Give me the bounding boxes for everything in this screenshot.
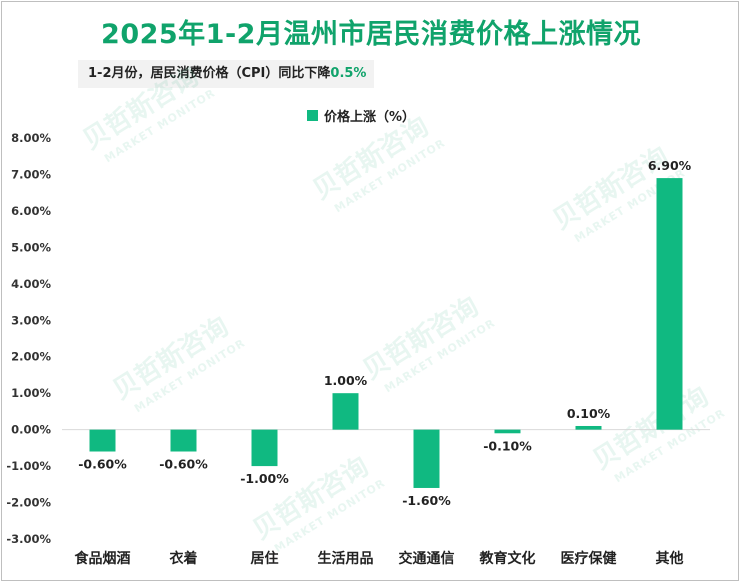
x-category-label: 食品烟酒 bbox=[75, 550, 131, 567]
legend-label: 价格上涨（%） bbox=[324, 109, 415, 125]
x-category-label: 其他 bbox=[656, 550, 684, 567]
y-tick-label: 0.00% bbox=[11, 423, 51, 437]
bar bbox=[170, 429, 197, 452]
bar bbox=[251, 429, 278, 467]
x-category-label: 衣着 bbox=[170, 550, 198, 567]
bar bbox=[656, 178, 683, 430]
x-category-label: 交通通信 bbox=[399, 550, 455, 567]
subtitle-text: 1-2月份，居民消费价格（CPI）同比下降 bbox=[88, 66, 331, 81]
bar bbox=[575, 425, 602, 430]
data-label: -0.10% bbox=[483, 438, 532, 453]
y-tick-label: 4.00% bbox=[11, 277, 51, 291]
x-category-label: 教育文化 bbox=[480, 550, 536, 567]
x-category-label: 居住 bbox=[251, 550, 279, 567]
data-label: -0.60% bbox=[159, 457, 208, 472]
data-label: -0.60% bbox=[78, 457, 127, 472]
legend-swatch bbox=[307, 110, 318, 121]
axis-layer: 8.00% 7.00% 6.00% 5.00% 4.00% 3.00% 2.00% 1.00%… bbox=[6, 131, 710, 567]
chart-subtitle: 1-2月份，居民消费价格（CPI）同比下降0.5% bbox=[78, 60, 375, 88]
subtitle-value: 0.5% bbox=[330, 66, 367, 81]
x-category-label: 生活用品 bbox=[318, 550, 374, 567]
y-tick-label: 1.00% bbox=[11, 386, 51, 400]
data-label: -1.60% bbox=[402, 493, 451, 508]
x-category-label: 医疗保健 bbox=[561, 550, 617, 567]
y-tick-label: 2.00% bbox=[11, 350, 51, 364]
y-tick-label: 7.00% bbox=[11, 167, 51, 181]
data-label: -1.00% bbox=[240, 471, 289, 486]
y-tick-label: -2.00% bbox=[6, 496, 51, 510]
y-tick-label: 8.00% bbox=[11, 131, 51, 145]
y-tick-label: 5.00% bbox=[11, 240, 51, 254]
y-tick-label: -3.00% bbox=[6, 532, 51, 546]
data-label: 1.00% bbox=[324, 373, 368, 388]
bar bbox=[494, 429, 521, 434]
y-tick-label: -1.00% bbox=[6, 459, 51, 473]
bar bbox=[332, 393, 359, 430]
data-label: 6.90% bbox=[648, 158, 692, 173]
bars-layer: -0.60% -0.60% -1.00% 1.00% -1.60% -0.10% 0.10%… bbox=[78, 158, 691, 508]
bar bbox=[413, 429, 440, 488]
y-tick-label: 3.00% bbox=[11, 313, 51, 327]
data-label: 0.10% bbox=[567, 406, 611, 421]
chart-title: 2025年1-2月温州市居民消费价格上涨情况 bbox=[101, 19, 641, 50]
bar bbox=[89, 429, 116, 452]
y-tick-label: 6.00% bbox=[11, 204, 51, 218]
legend: 价格上涨（%） bbox=[307, 109, 415, 125]
